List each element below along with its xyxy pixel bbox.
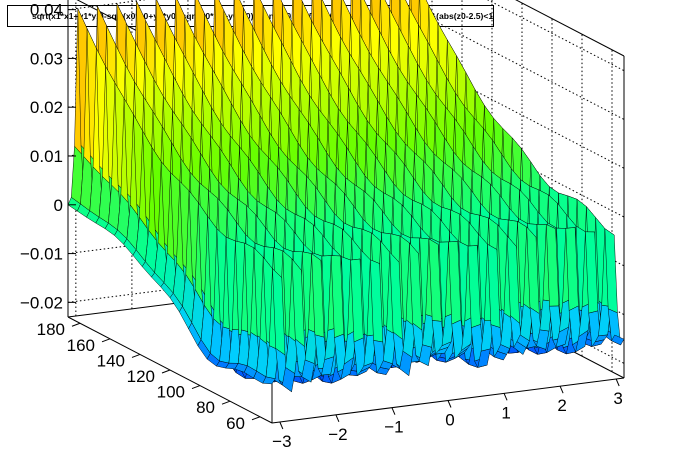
y-tick-label: 60 xyxy=(226,414,245,433)
y-tick-mark xyxy=(131,353,141,358)
y-tick-mark xyxy=(101,338,111,343)
x-tick-mark xyxy=(335,414,340,423)
surface-mesh xyxy=(67,0,625,393)
x-tick-mark xyxy=(447,400,452,408)
z-tick-label: 0.04 xyxy=(30,1,63,20)
x-tick-mark xyxy=(279,421,284,430)
x-tick-label: 1 xyxy=(501,403,510,422)
x-axis-ticks: −3 −2 −1 0 1 2 3 xyxy=(272,378,623,451)
x-tick-mark xyxy=(391,407,396,415)
y-tick-label: 160 xyxy=(67,336,95,355)
y-tick-mark xyxy=(221,400,231,405)
z-tick-label: −0.01 xyxy=(20,245,63,264)
x-tick-mark xyxy=(615,378,620,387)
x-tick-label: 0 xyxy=(445,411,454,430)
z-axis-ticks: −0.02 −0.01 0 0.01 0.02 0.03 0.04 xyxy=(20,1,76,312)
x-tick-label: 3 xyxy=(613,389,622,408)
x-tick-label: −2 xyxy=(328,425,347,444)
y-tick-mark xyxy=(161,369,171,374)
surface-cell xyxy=(611,334,625,346)
right-top-edge xyxy=(515,0,625,57)
z-tick-label: 0.02 xyxy=(30,98,63,117)
x-tick-label: −3 xyxy=(272,432,291,451)
x-tick-mark xyxy=(503,393,508,401)
z-tick-label: 0.01 xyxy=(30,147,63,166)
y-tick-label: 120 xyxy=(127,367,155,386)
y-tick-mark xyxy=(191,385,201,390)
y-tick-mark xyxy=(251,416,261,421)
z-tick-label: −0.02 xyxy=(20,293,63,312)
x-tick-label: 2 xyxy=(557,396,566,415)
y-tick-label: 100 xyxy=(157,383,185,402)
y-tick-label: 180 xyxy=(37,320,65,339)
x-tick-mark xyxy=(559,385,564,394)
z-tick-label: 0 xyxy=(54,196,63,215)
x-tick-label: −1 xyxy=(384,418,403,437)
y-tick-label: 140 xyxy=(97,351,125,370)
z-tick-label: 0.03 xyxy=(30,49,63,68)
y-tick-mark xyxy=(71,322,81,327)
y-tick-label: 80 xyxy=(196,398,215,417)
